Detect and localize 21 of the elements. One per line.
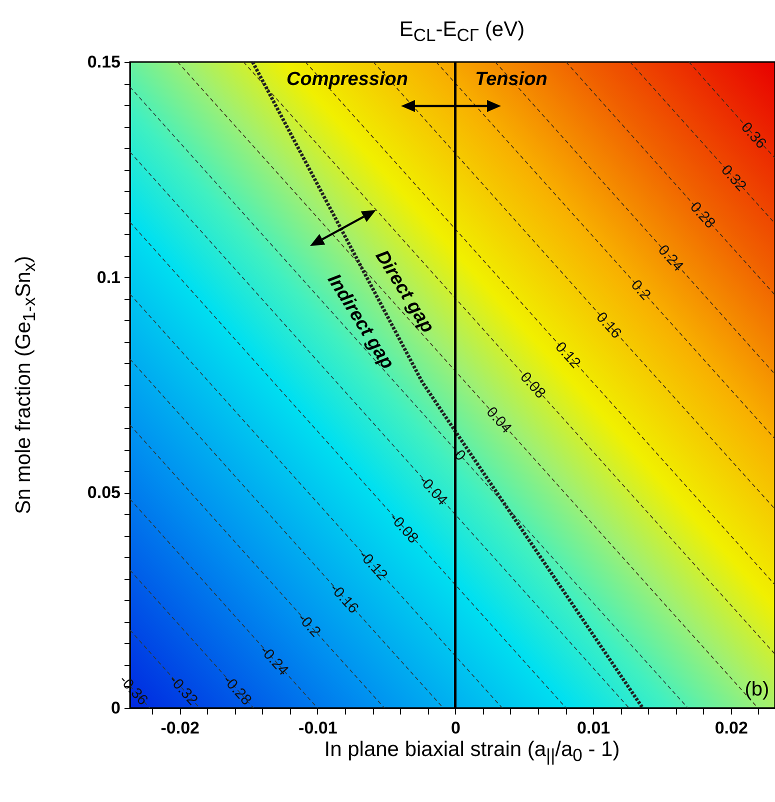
x-tick-label: 0 bbox=[451, 718, 460, 738]
text: 0.28 bbox=[686, 198, 719, 232]
text: 0.04 bbox=[482, 404, 515, 437]
annotation: Tension bbox=[475, 68, 548, 91]
text: 0.16 bbox=[592, 308, 625, 342]
annotation: Compression bbox=[286, 68, 408, 91]
annotation: (b) bbox=[744, 678, 770, 702]
x-tick-label: -0.01 bbox=[298, 718, 338, 738]
y-tick-label: 0 bbox=[111, 698, 120, 718]
text: 0.36 bbox=[737, 119, 770, 152]
chart-title: E$_{CL}$-E$_{CΓ}$ (eV) bbox=[399, 18, 525, 46]
x-tick-label: 0.01 bbox=[577, 718, 610, 738]
text: 0.2 bbox=[627, 276, 654, 304]
y-tick-label: 0.05 bbox=[87, 483, 120, 502]
text: 0.08 bbox=[516, 368, 549, 402]
x-tick-label: -0.02 bbox=[160, 718, 200, 738]
x-axis-title: In plane biaxial strain (a$_{||}$/a$_{0}$ - 1) bbox=[324, 738, 620, 766]
x-tick-label: 0.02 bbox=[714, 718, 748, 738]
text: -0.2 bbox=[294, 610, 324, 641]
y-tick-label: 0.1 bbox=[96, 268, 120, 287]
y-tick-label: 0.15 bbox=[87, 52, 120, 72]
